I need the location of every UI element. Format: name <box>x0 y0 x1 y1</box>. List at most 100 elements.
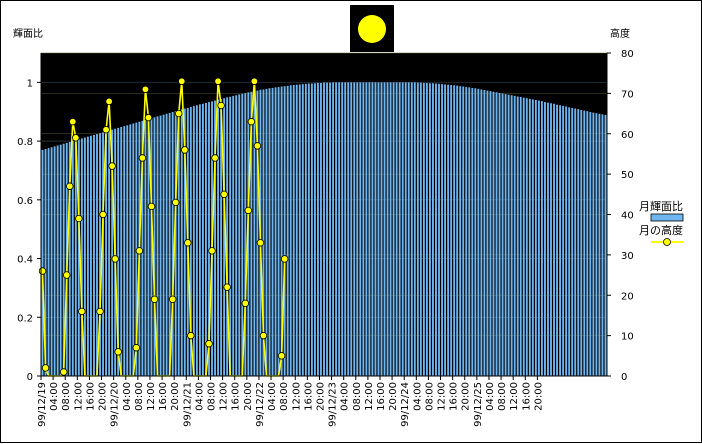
bar <box>129 124 132 376</box>
bar <box>450 85 453 377</box>
left-axis-title: 輝面比 <box>13 28 43 40</box>
bar <box>368 82 371 376</box>
bar <box>214 100 216 376</box>
bar <box>338 82 341 376</box>
x-tick-label: 04:00 <box>485 382 496 411</box>
altitude-point <box>69 117 77 126</box>
bar <box>410 82 413 376</box>
bar <box>301 84 304 376</box>
left-tick-label: 0.6 <box>17 196 33 207</box>
bar <box>586 111 589 376</box>
bar <box>568 107 571 376</box>
bar <box>438 83 440 376</box>
x-tick-label: 08:00 <box>61 382 72 411</box>
bar <box>416 82 419 376</box>
bar <box>326 82 328 376</box>
bar <box>444 84 447 376</box>
altitude-point <box>144 113 153 122</box>
bar <box>425 82 428 376</box>
bar <box>513 95 516 376</box>
x-tick-label: 08:00 <box>207 382 218 411</box>
bar <box>580 109 583 376</box>
bar <box>292 85 295 377</box>
bar <box>323 82 325 376</box>
bar <box>598 113 601 377</box>
bar <box>432 83 434 377</box>
bar <box>298 84 301 376</box>
left-tick-label: 1 <box>27 78 33 89</box>
bar <box>77 139 80 376</box>
bar <box>274 87 277 376</box>
altitude-point <box>108 162 116 170</box>
x-tick-label: 04:00 <box>412 382 423 411</box>
bar <box>265 88 268 376</box>
bar <box>295 84 298 376</box>
bar <box>510 95 513 377</box>
bar <box>401 82 404 376</box>
bar <box>534 99 537 377</box>
altitude-point <box>38 267 47 275</box>
bar <box>398 82 401 376</box>
bar <box>547 102 549 376</box>
x-tick-label: 20:00 <box>461 382 472 411</box>
bar <box>168 112 171 376</box>
bar <box>53 146 56 376</box>
bar <box>480 89 483 376</box>
bar <box>413 82 416 376</box>
bar <box>256 90 259 377</box>
bar <box>553 103 555 377</box>
x-tick-label: 20:00 <box>243 382 254 411</box>
bar <box>422 82 425 376</box>
bar <box>208 102 210 377</box>
altitude-point <box>217 101 225 110</box>
altitude-point <box>184 239 192 247</box>
left-tick-label: 0.2 <box>17 313 33 324</box>
bar <box>277 87 280 376</box>
bar <box>528 98 531 376</box>
altitude-point <box>132 344 141 352</box>
bar <box>565 106 568 376</box>
legend: 月輝面比 月の高度 <box>639 200 684 246</box>
bar <box>489 91 492 376</box>
bar <box>522 97 525 377</box>
bar <box>153 117 156 376</box>
bar <box>574 108 577 376</box>
bar <box>419 82 422 376</box>
bar <box>353 82 356 376</box>
x-tick-label: 20:00 <box>170 382 181 411</box>
x-tick-label: 99/12/20 <box>110 382 121 427</box>
bar <box>86 136 89 376</box>
bar <box>601 114 604 377</box>
bar <box>268 88 271 377</box>
x-tick-label: 16:00 <box>158 382 169 411</box>
x-tick-label: 16:00 <box>231 382 242 411</box>
bar <box>192 106 195 376</box>
altitude-point <box>250 77 259 85</box>
altitude-point <box>220 190 228 199</box>
altitude-point <box>247 117 256 126</box>
bar <box>395 82 398 376</box>
x-tick-label: 16:00 <box>376 382 387 411</box>
bar <box>229 96 232 376</box>
bar <box>583 110 586 376</box>
legend-line-label: 月の高度 <box>639 223 683 237</box>
bar <box>283 86 286 376</box>
bar <box>377 82 380 376</box>
right-axis-title: 高度 <box>610 27 630 40</box>
x-tick-label: 08:00 <box>497 382 508 411</box>
bar <box>428 83 431 377</box>
bar <box>341 82 344 376</box>
bar <box>226 97 229 377</box>
x-tick-label: 20:00 <box>388 382 399 411</box>
bar <box>550 103 552 376</box>
bar <box>120 126 123 376</box>
bar <box>201 103 204 377</box>
altitude-point <box>256 239 265 247</box>
x-tick-label: 04:00 <box>49 382 60 411</box>
bar <box>577 109 580 377</box>
altitude-point <box>168 295 177 303</box>
bar <box>117 127 120 376</box>
x-tick-label: 12:00 <box>146 382 157 411</box>
x-tick-label: 04:00 <box>267 382 278 411</box>
